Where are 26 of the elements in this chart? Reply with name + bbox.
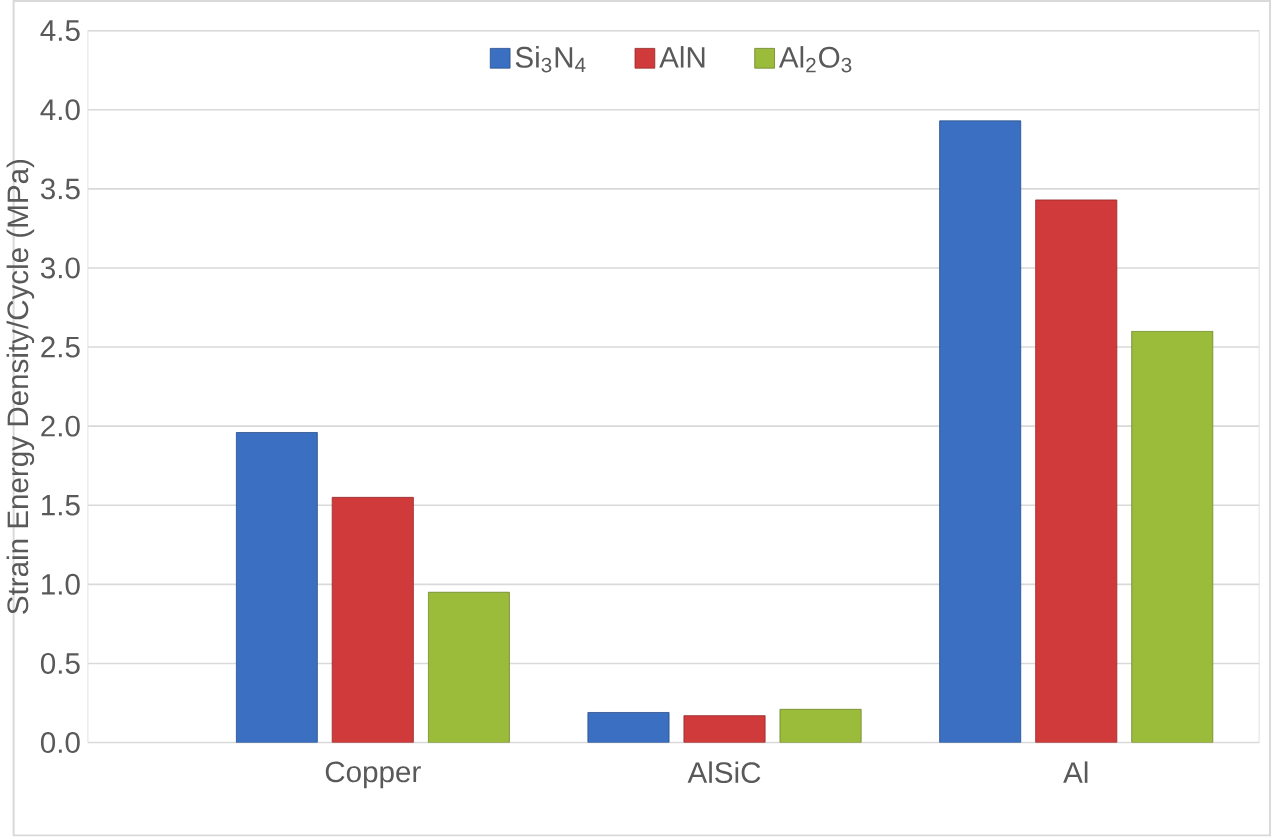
x-tick-label: AlSiC bbox=[687, 761, 761, 784]
y-tick-label: 0.0 bbox=[40, 732, 80, 754]
bar bbox=[587, 712, 670, 743]
y-tick-label: 1.5 bbox=[42, 495, 80, 516]
bar bbox=[235, 432, 318, 743]
bar bbox=[1035, 199, 1118, 743]
y-axis-title: Strain Energy Density/Cycle (MPa) bbox=[6, 160, 35, 615]
y-tick-label: 2.5 bbox=[41, 336, 80, 358]
bar bbox=[427, 592, 510, 743]
bar bbox=[1131, 331, 1214, 743]
bar bbox=[939, 120, 1022, 743]
y-tick-label: 1.0 bbox=[42, 574, 80, 596]
y-tick-label: 4.0 bbox=[40, 99, 80, 121]
y-tick-label: 3.0 bbox=[40, 257, 80, 279]
legend-label: AlN bbox=[659, 46, 705, 68]
bar bbox=[683, 715, 766, 743]
bar bbox=[779, 709, 862, 743]
y-tick-label: 4.5 bbox=[40, 20, 80, 42]
bar bbox=[331, 497, 414, 743]
legend-label: Si$_{3}$N$_{4}$ bbox=[515, 46, 586, 73]
y-tick-label: 0.5 bbox=[40, 653, 80, 675]
x-tick-label: Copper bbox=[325, 761, 421, 789]
x-tick-label: Al bbox=[1063, 761, 1088, 784]
legend-label: Al$_{2}$O$_{3}$ bbox=[778, 46, 852, 73]
y-tick-label: 3.5 bbox=[40, 178, 80, 200]
y-tick-label: 2.0 bbox=[41, 415, 80, 437]
